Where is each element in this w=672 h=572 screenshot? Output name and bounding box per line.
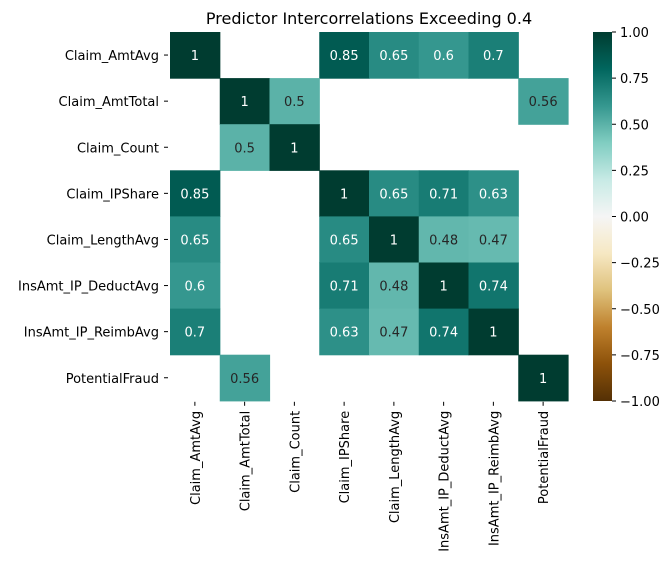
colorbar-tick-label: −0.50 [620,303,660,318]
y-axis-tick-labels: Claim_AmtAvg Claim_AmtTotal Claim_Count Cla… [18,49,168,387]
heatmap-cell [418,170,470,217]
cell-value-label: 0.7 [483,49,504,64]
y-tick-label: Claim_Count [77,141,159,156]
y-tick-label: Claim_AmtTotal [59,95,159,110]
cell-value-label: 0.48 [379,280,408,295]
y-tick-label: InsAmt_IP_ReimbAvg [24,326,159,341]
cell-value-label: 0.7 [185,326,206,341]
heatmap-cell [170,308,221,356]
cell-value-label: 0.56 [230,372,259,387]
y-tick-label: Claim_LengthAvg [47,233,159,248]
heatmap-cell [219,124,271,171]
heatmap-cell [170,262,221,310]
heatmap-cell [418,32,470,79]
cell-value-label: 1 [290,141,298,156]
heatmap-cell [170,216,221,264]
heatmap-cell [319,170,370,217]
x-tick-label: PotentialFraud [537,411,552,504]
cell-value-label: 0.5 [234,141,255,156]
heatmap-cell [418,308,470,356]
heatmap-cell [319,262,370,310]
heatmap-cell [468,262,519,310]
cell-value-label: 0.48 [429,233,458,248]
cell-value-label: 1 [191,49,199,64]
cell-value-label: 0.63 [330,326,359,341]
cell-value-label: 0.65 [379,187,408,202]
colorbar-ticks: 1.00 0.75 0.50 0.25 0.00 −0.25 −0.50 −0.75 −1.00 [612,26,660,410]
heatmap-cell [369,262,420,310]
x-tick-label: Claim_LengthAvg [388,411,403,523]
colorbar-tick-label: 0.00 [620,211,649,226]
heatmap-cell [418,216,470,264]
x-tick-label: Claim_IPShare [338,411,353,504]
heatmap-cell [518,78,569,125]
heatmap-cell [468,308,519,356]
cell-value-label: 0.65 [330,233,359,248]
heatmap-cell [319,308,370,356]
x-tick-label: Claim_AmtAvg [189,411,204,505]
heatmap-cell [468,32,519,79]
cell-value-label: 0.65 [180,233,209,248]
cell-value-label: 0.47 [379,326,408,341]
heatmap-cell [468,170,519,217]
y-tick-label: Claim_IPShare [66,187,159,202]
cell-value-label: 0.74 [479,280,508,295]
colorbar-tick-label: 0.25 [620,164,649,179]
heatmap-cell [219,354,271,402]
x-tick-label: Claim_AmtTotal [239,411,254,511]
colorbar-tick-label: 0.50 [620,118,649,133]
heatmap-cell [369,216,420,264]
heatmap-cell [170,32,221,79]
y-tick-label: Claim_AmtAvg [65,49,159,64]
heatmap-cells: 1 0.85 0.65 0.6 0.71 0.5 0.560.5 10.85 1 0.65 0.71… [170,32,569,402]
cell-value-label: 1 [539,372,547,387]
cell-value-label: 1 [439,280,447,295]
cell-value-label: 0.6 [433,49,454,64]
colorbar-tick-label: −0.75 [620,349,660,364]
cell-value-label: 0.56 [529,95,558,110]
heatmap-cell [319,32,370,79]
heatmap-cell [170,170,221,217]
colorbar [593,32,612,401]
cell-value-label: 0.85 [180,187,209,202]
y-tick-label: InsAmt_IP_DeductAvg [18,280,159,295]
heatmap-cell [418,262,470,310]
cell-value-label: 1 [489,326,497,341]
colorbar-tick-label: −1.00 [620,395,660,410]
heatmap-cell [369,308,420,356]
cell-value-label: 0.71 [330,280,359,295]
cell-value-label: 0.71 [429,187,458,202]
cell-value-label: 1 [340,187,348,202]
colorbar-tick-label: −0.25 [620,257,660,272]
heatmap-cell [319,216,370,264]
cell-value-label: 0.65 [379,49,408,64]
heatmap-cell [369,32,420,79]
heatmap-cell [468,216,519,264]
y-tick-label: PotentialFraud [66,372,159,387]
x-axis-tick-labels: Claim_AmtAvg Claim_AmtTotal Claim_Count Cla… [189,401,552,552]
heatmap-cell [369,170,420,217]
heatmap-cell [219,78,271,125]
colorbar-tick-label: 0.75 [620,72,649,87]
cell-value-label: 0.6 [185,280,206,295]
cell-value-label: 0.47 [479,233,508,248]
heatmap-cell [269,124,320,171]
x-tick-label: InsAmt_IP_ReimbAvg [487,411,502,546]
cell-value-label: 0.74 [429,326,458,341]
x-tick-label: InsAmt_IP_DeductAvg [438,411,453,552]
cell-value-label: 0.5 [284,95,305,110]
chart-title: Predictor Intercorrelations Exceeding 0.… [206,9,532,28]
colorbar-tick-label: 1.00 [620,26,649,41]
heatmap-cell [269,78,320,125]
cell-value-label: 1 [240,95,248,110]
cell-value-label: 0.63 [479,187,508,202]
cell-value-label: 1 [390,233,398,248]
x-tick-label: Claim_Count [288,411,303,493]
heatmap-cell [518,354,569,402]
cell-value-label: 0.85 [330,49,359,64]
